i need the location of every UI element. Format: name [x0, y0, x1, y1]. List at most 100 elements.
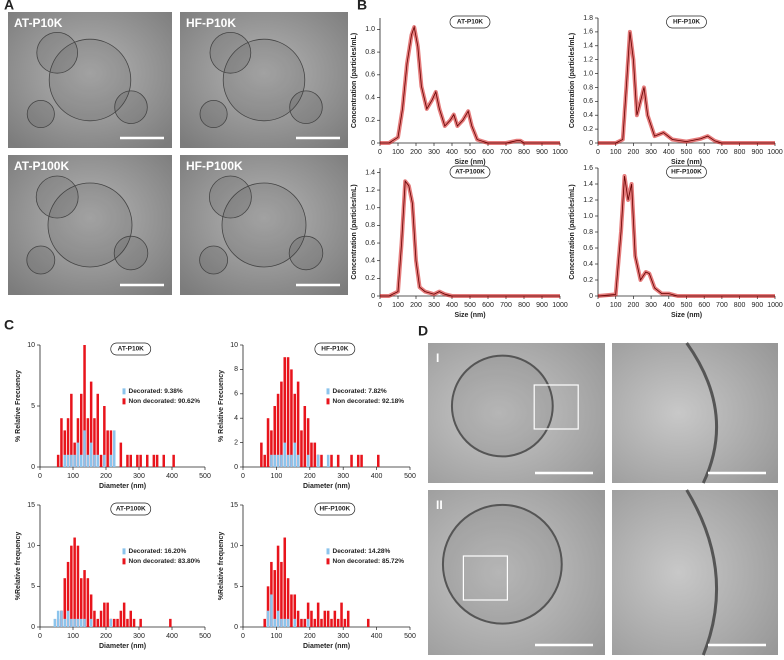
y-tick-label: 0.8 — [365, 222, 375, 229]
bar — [336, 618, 340, 627]
vesicle — [114, 90, 148, 124]
bar — [83, 570, 86, 627]
y-tick-label: 0.4 — [583, 112, 593, 119]
micrograph — [428, 490, 605, 655]
bar — [83, 618, 86, 627]
panel-label: B — [357, 0, 367, 13]
x-tick-label: 100 — [271, 473, 283, 480]
bar — [377, 454, 380, 467]
bar — [63, 618, 66, 627]
bar — [80, 618, 83, 627]
bar — [286, 357, 290, 467]
vesicle — [36, 32, 79, 74]
bar — [66, 418, 70, 467]
bar — [266, 418, 270, 467]
x-tick-label: 200 — [410, 149, 422, 156]
bar — [316, 602, 320, 627]
x-tick-label: 1000 — [767, 149, 783, 156]
y-axis-label: Concentration (particles/mL) — [351, 184, 358, 279]
y-tick-label: 1.6 — [583, 165, 593, 172]
y-tick-label: 8 — [234, 366, 238, 373]
legend-label: Non decorated: 92.18% — [333, 398, 405, 405]
vesicle — [441, 503, 563, 625]
x-tick-label: 700 — [500, 149, 512, 156]
x-tick-label: 300 — [337, 473, 349, 480]
x-tick-label: 500 — [404, 633, 416, 640]
bar — [273, 618, 276, 627]
bar — [280, 381, 283, 467]
bar — [360, 454, 363, 467]
bar — [76, 545, 80, 627]
x-tick-label: 400 — [663, 302, 675, 309]
bar — [266, 610, 270, 627]
x-tick-label: 300 — [133, 473, 145, 480]
y-tick-label: 6 — [234, 391, 238, 398]
image-label: AT-P10K — [14, 16, 63, 30]
error-band — [598, 29, 775, 145]
vesicle — [47, 182, 133, 268]
legend-label: Non decorated: 83.80% — [129, 558, 201, 565]
bar — [356, 454, 360, 467]
bar — [263, 618, 266, 627]
y-tick-label: 0 — [234, 624, 238, 631]
title-box — [110, 502, 152, 516]
x-axis-label: Diameter (nm) — [303, 643, 350, 650]
x-tick-label: 900 — [751, 149, 763, 156]
x-tick-label: 0 — [241, 473, 245, 480]
y-tick-label: 10 — [27, 342, 35, 349]
bar — [80, 578, 83, 627]
image-label: HF-P10K — [186, 16, 236, 30]
bar — [106, 430, 109, 467]
y-tick-label: 0.6 — [365, 240, 375, 247]
x-tick-label: 300 — [645, 149, 657, 156]
bar — [280, 561, 283, 627]
bar — [293, 393, 297, 467]
y-tick-label: 0.2 — [583, 126, 593, 133]
bar — [296, 610, 300, 627]
bar — [290, 594, 293, 627]
micrograph — [180, 155, 348, 295]
vesicle — [113, 235, 149, 271]
chart-title: AT-P100K — [455, 169, 485, 176]
x-tick-label: 0 — [596, 302, 600, 309]
x-tick-label: 400 — [663, 149, 675, 156]
x-tick-label: 100 — [392, 302, 404, 309]
bar — [113, 618, 116, 627]
y-tick-label: 1.4 — [365, 169, 375, 176]
bar — [333, 610, 337, 627]
bar — [56, 454, 60, 467]
y-tick-label: 1.2 — [583, 197, 593, 204]
vesicle — [221, 182, 307, 268]
y-tick-label: 0.2 — [365, 117, 375, 124]
chart-title: HF-P10K — [673, 19, 700, 26]
x-tick-label: 300 — [133, 633, 145, 640]
panel-label: D — [418, 323, 428, 339]
bar — [162, 454, 165, 467]
x-tick-label: 200 — [100, 473, 112, 480]
error-band — [380, 25, 560, 145]
bar — [323, 610, 327, 627]
bar — [320, 454, 323, 467]
y-tick-label: 1.0 — [583, 70, 593, 77]
x-tick-label: 100 — [271, 633, 283, 640]
x-tick-label: 0 — [38, 473, 42, 480]
bar — [293, 594, 297, 627]
bar — [86, 578, 90, 627]
y-tick-label: 0.6 — [583, 98, 593, 105]
x-tick-label: 100 — [392, 149, 404, 156]
legend-swatch — [122, 398, 126, 405]
x-tick-label: 500 — [464, 302, 476, 309]
bar — [96, 618, 99, 627]
bar — [152, 454, 156, 467]
x-tick-label: 1000 — [552, 302, 568, 309]
micrograph — [8, 155, 172, 295]
legend-swatch — [122, 548, 126, 555]
x-axis-label: Size (nm) — [454, 312, 485, 319]
bar — [60, 610, 63, 627]
y-tick-label: 1.6 — [583, 29, 593, 36]
bar — [76, 618, 80, 627]
x-tick-label: 200 — [628, 149, 640, 156]
bar — [320, 618, 323, 627]
bar — [306, 618, 310, 627]
x-tick-label: 0 — [596, 149, 600, 156]
